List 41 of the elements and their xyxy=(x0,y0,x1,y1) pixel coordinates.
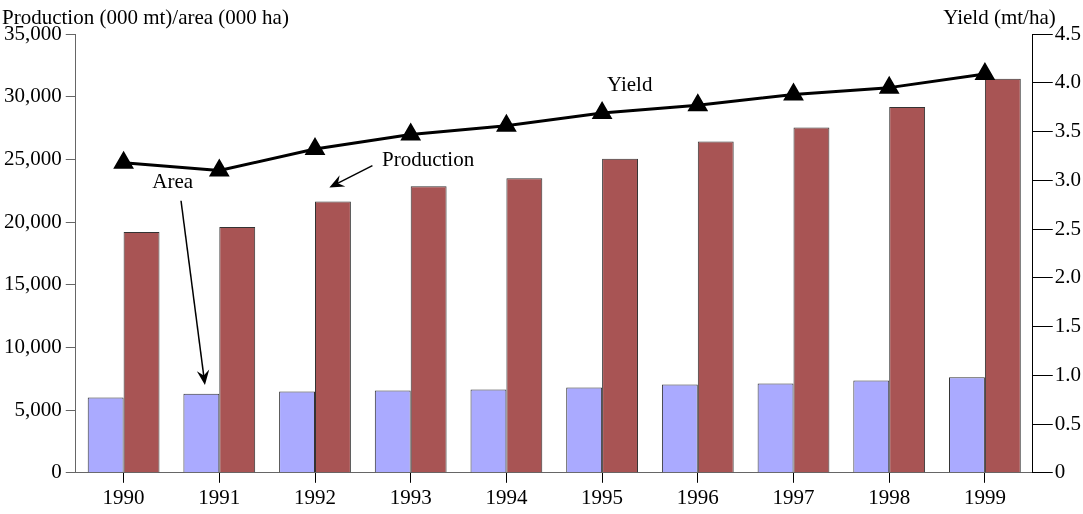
point xyxy=(975,63,995,80)
y-tick-label: 5,000 xyxy=(14,396,62,421)
point xyxy=(210,160,229,177)
x-tick-label: 1998 xyxy=(868,484,911,509)
x-tick-label: 1996 xyxy=(676,484,719,509)
annotation: Production xyxy=(381,146,475,171)
x-tick-label: 1991 xyxy=(198,484,241,509)
y2-tick-label: 0.5 xyxy=(1054,410,1081,435)
point xyxy=(114,152,133,169)
y2-tick-label: 2.0 xyxy=(1054,264,1081,289)
point xyxy=(401,123,420,141)
annotation: Yield xyxy=(606,72,653,97)
point xyxy=(305,138,325,156)
x-tick-label: 1992 xyxy=(294,484,336,509)
y-tick-label: 10,000 xyxy=(4,333,62,358)
x-tick-label: 1999 xyxy=(963,484,1006,509)
point xyxy=(879,77,899,94)
point xyxy=(784,83,803,101)
x-tick-label: 1995 xyxy=(581,484,624,509)
y-tick-label: 25,000 xyxy=(4,145,62,170)
point xyxy=(592,102,612,119)
point xyxy=(688,94,708,112)
y-tick-label: 30,000 xyxy=(4,83,62,108)
x-tick-label: 1993 xyxy=(389,484,432,509)
annotation: Area xyxy=(152,168,194,193)
x-tick-label: 1990 xyxy=(102,484,145,509)
y2-tick-label: 1.0 xyxy=(1054,361,1081,386)
y2-tick-label: 1.5 xyxy=(1054,313,1081,338)
y2-tick-label: 2.5 xyxy=(1054,215,1081,240)
y2-tick-label: 4.0 xyxy=(1054,69,1081,94)
y2-tick-label: 0 xyxy=(1054,459,1066,484)
x-tick-label: 1994 xyxy=(485,484,528,509)
y-tick-label: 15,000 xyxy=(4,271,62,296)
y-tick-label: 0 xyxy=(51,459,62,484)
y2-tick-label: 3.5 xyxy=(1054,118,1081,143)
y2-axis-title: Yield (mt/ha) xyxy=(943,5,1056,29)
point xyxy=(497,115,516,132)
x-tick-label: 1997 xyxy=(772,484,815,509)
y-tick-label: 20,000 xyxy=(4,208,62,233)
y2-tick-label: 4.5 xyxy=(1054,20,1081,45)
y2-tick-label: 3.0 xyxy=(1054,166,1081,191)
